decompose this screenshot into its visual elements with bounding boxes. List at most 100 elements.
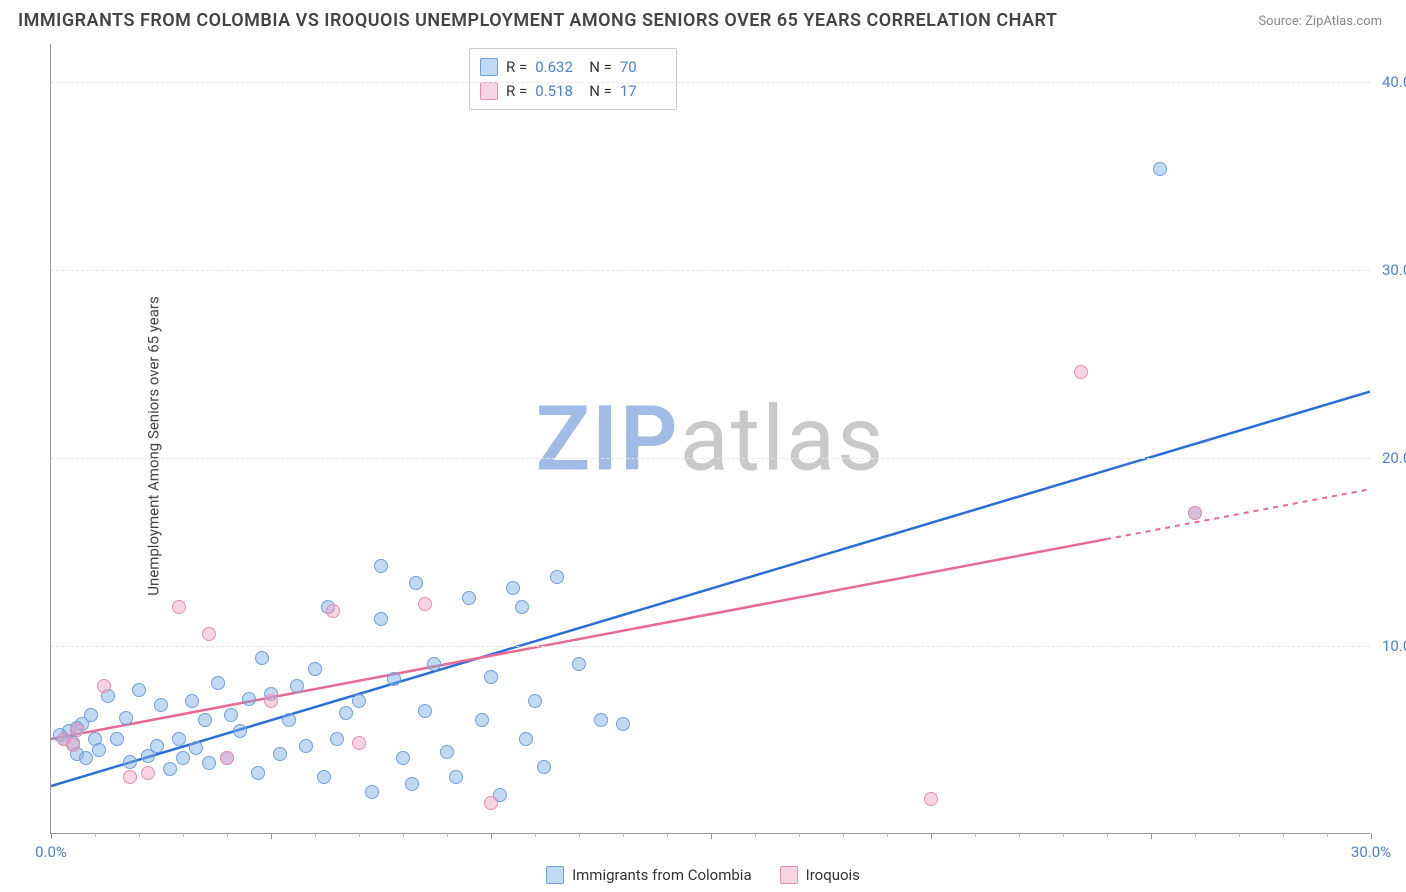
data-point-iroquois (123, 770, 137, 784)
data-point-colombia (409, 576, 423, 590)
data-point-colombia (1153, 162, 1167, 176)
legend-swatch-colombia (546, 866, 564, 884)
data-point-colombia (84, 708, 98, 722)
x-tick-minor (843, 833, 844, 837)
x-tick-major (1371, 833, 1372, 839)
stat-n-value-colombia: 70 (620, 55, 666, 79)
data-point-iroquois (326, 604, 340, 618)
x-tick-minor (1239, 833, 1240, 837)
x-tick-minor (799, 833, 800, 837)
data-point-colombia (515, 600, 529, 614)
x-tick-label: 30.0% (1351, 843, 1391, 861)
y-tick-label: 40.0% (1374, 73, 1406, 91)
x-tick-minor (1107, 833, 1108, 837)
legend: Immigrants from Colombia Iroquois (546, 866, 860, 884)
x-tick-major (51, 833, 52, 839)
data-point-colombia (290, 679, 304, 693)
x-tick-major (491, 833, 492, 839)
data-point-colombia (506, 581, 520, 595)
data-point-colombia (154, 698, 168, 712)
data-point-iroquois (1188, 506, 1202, 520)
data-point-colombia (537, 760, 551, 774)
x-tick-major (931, 833, 932, 839)
watermark: ZIPatlas (536, 386, 886, 491)
data-point-colombia (449, 770, 463, 784)
trend-line-dashed-iroquois (1106, 489, 1370, 539)
trend-line-colombia (51, 392, 1370, 787)
gridline-h (51, 270, 1370, 271)
swatch-colombia (480, 58, 498, 76)
data-point-colombia (132, 683, 146, 697)
data-point-colombia (150, 739, 164, 753)
data-point-colombia (79, 751, 93, 765)
data-point-colombia (405, 777, 419, 791)
data-point-colombia (396, 751, 410, 765)
x-tick-minor (1195, 833, 1196, 837)
data-point-iroquois (264, 694, 278, 708)
data-point-colombia (308, 662, 322, 676)
stat-r-value-colombia: 0.632 (535, 55, 581, 79)
data-point-colombia (172, 732, 186, 746)
x-tick-minor (1019, 833, 1020, 837)
data-point-colombia (255, 651, 269, 665)
data-point-colombia (462, 591, 476, 605)
data-point-colombia (330, 732, 344, 746)
data-point-colombia (185, 694, 199, 708)
stat-row-colombia: R =0.632N =70 (480, 55, 666, 79)
data-point-colombia (233, 724, 247, 738)
legend-item-iroquois: Iroquois (780, 866, 860, 884)
data-point-colombia (198, 713, 212, 727)
data-point-colombia (352, 694, 366, 708)
data-point-colombia (387, 672, 401, 686)
x-tick-minor (975, 833, 976, 837)
data-point-iroquois (141, 766, 155, 780)
y-tick-label: 20.0% (1374, 449, 1406, 467)
gridline-h (51, 82, 1370, 83)
data-point-colombia (242, 692, 256, 706)
x-tick-minor (535, 833, 536, 837)
data-point-colombia (484, 670, 498, 684)
x-tick-major (271, 833, 272, 839)
x-tick-minor (1063, 833, 1064, 837)
x-tick-minor (887, 833, 888, 837)
data-point-colombia (572, 657, 586, 671)
data-point-colombia (365, 785, 379, 799)
chart-title: IMMIGRANTS FROM COLOMBIA VS IROQUOIS UNE… (18, 10, 1058, 31)
source-name: ZipAtlas.com (1305, 14, 1382, 29)
data-point-colombia (427, 657, 441, 671)
data-point-colombia (299, 739, 313, 753)
x-tick-major (711, 833, 712, 839)
data-point-colombia (374, 612, 388, 626)
x-tick-minor (403, 833, 404, 837)
data-point-colombia (119, 711, 133, 725)
plot-area: ZIPatlas R =0.632N =70R =0.518N =17 10.0… (50, 44, 1370, 834)
data-point-iroquois (220, 751, 234, 765)
x-tick-minor (315, 833, 316, 837)
data-point-iroquois (66, 738, 80, 752)
legend-label-iroquois: Iroquois (806, 866, 860, 884)
source-label: Source: (1258, 14, 1301, 29)
data-point-colombia (475, 713, 489, 727)
chart-source: Source: ZipAtlas.com (1258, 14, 1382, 29)
data-point-colombia (440, 745, 454, 759)
x-tick-minor (755, 833, 756, 837)
data-point-colombia (594, 713, 608, 727)
x-tick-major (1151, 833, 1152, 839)
swatch-iroquois (480, 82, 498, 100)
data-point-colombia (176, 751, 190, 765)
x-tick-minor (447, 833, 448, 837)
data-point-colombia (123, 755, 137, 769)
x-tick-minor (623, 833, 624, 837)
stat-n-label: N = (589, 55, 612, 79)
x-tick-minor (359, 833, 360, 837)
data-point-iroquois (352, 736, 366, 750)
data-point-iroquois (70, 723, 84, 737)
gridline-h (51, 646, 1370, 647)
legend-item-colombia: Immigrants from Colombia (546, 866, 752, 884)
data-point-colombia (163, 762, 177, 776)
data-point-colombia (189, 741, 203, 755)
data-point-colombia (92, 743, 106, 757)
correlation-stats-box: R =0.632N =70R =0.518N =17 (469, 48, 677, 110)
data-point-colombia (528, 694, 542, 708)
data-point-colombia (317, 770, 331, 784)
